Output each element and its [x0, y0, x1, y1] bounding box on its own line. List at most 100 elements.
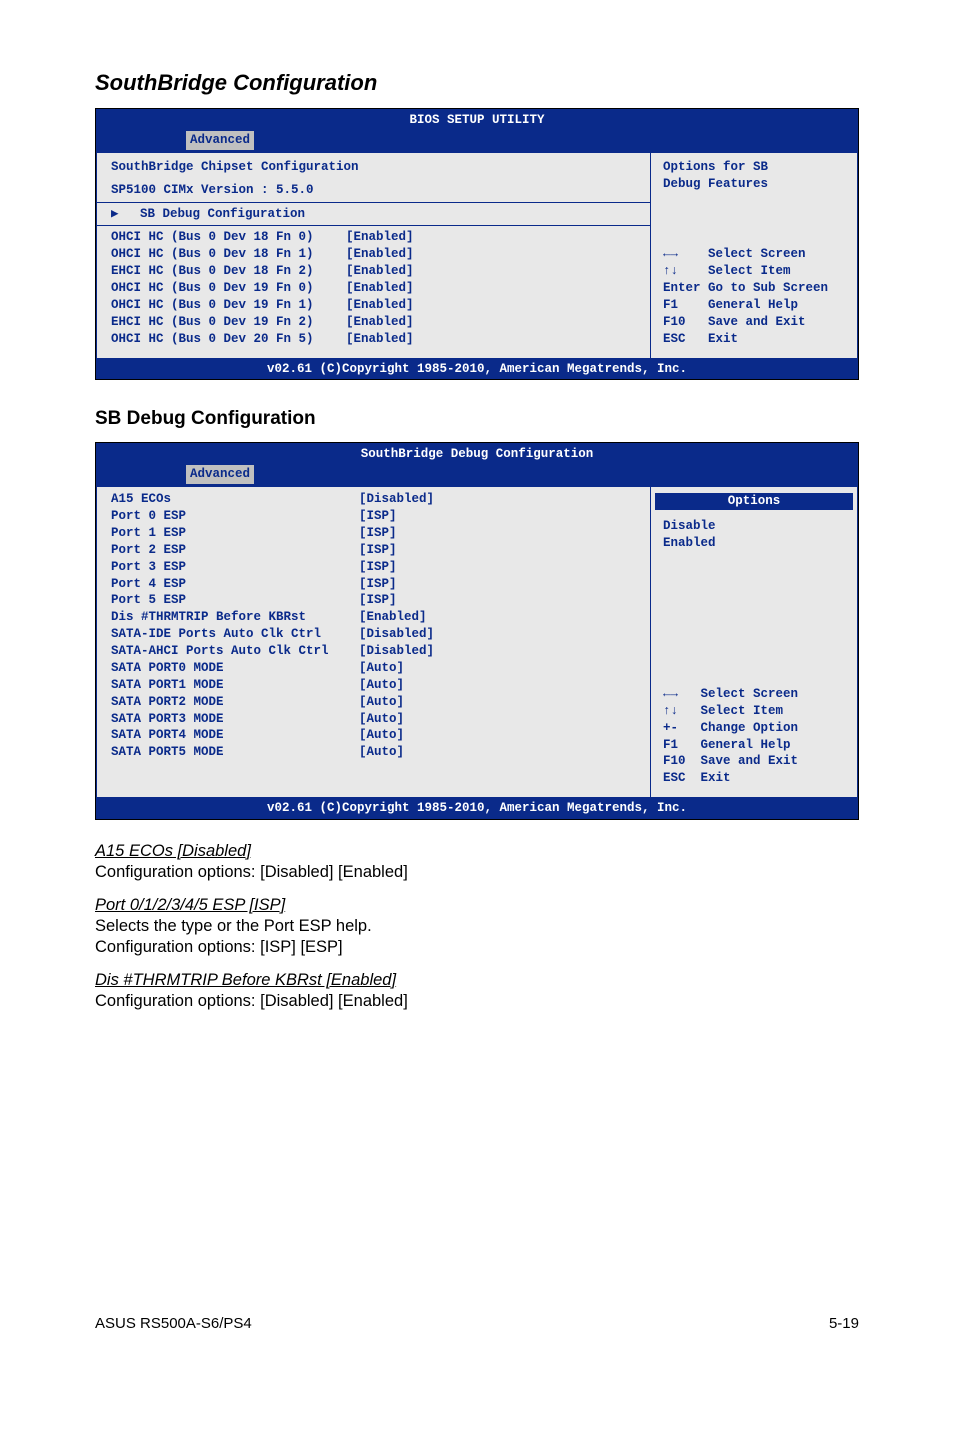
row-value: [ISP] — [359, 508, 397, 525]
row-value: [ISP] — [359, 525, 397, 542]
config-row[interactable]: OHCI HC (Bus 0 Dev 19 Fn 1)[Enabled] — [111, 297, 640, 314]
config-row[interactable]: OHCI HC (Bus 0 Dev 18 Fn 0)[Enabled] — [111, 229, 640, 246]
row-label: Dis #THRMTRIP Before KBRst — [111, 609, 359, 626]
row-value: [Enabled] — [359, 609, 427, 626]
row-label: Port 4 ESP — [111, 576, 359, 593]
config-row[interactable]: OHCI HC (Bus 0 Dev 18 Fn 1)[Enabled] — [111, 246, 640, 263]
config-row[interactable]: SATA PORT1 MODE[Auto] — [111, 677, 640, 694]
bios-title-text: SouthBridge Debug Configuration — [361, 447, 594, 461]
options-header: Options — [655, 493, 853, 510]
row-label: SATA-AHCI Ports Auto Clk Ctrl — [111, 643, 359, 660]
opt-line: Disable — [663, 518, 847, 535]
row-value: [Enabled] — [346, 314, 414, 331]
row-value: [ISP] — [359, 576, 397, 593]
row-label: EHCI HC (Bus 0 Dev 18 Fn 2) — [111, 263, 346, 280]
row-value: [Auto] — [359, 660, 404, 677]
config-row[interactable]: SATA PORT3 MODE[Auto] — [111, 711, 640, 728]
row-label: SATA-IDE Ports Auto Clk Ctrl — [111, 626, 359, 643]
row-value: [Auto] — [359, 694, 404, 711]
footer-left: ASUS RS500A-S6/PS4 — [95, 1315, 252, 1332]
bios-right-panel: Options for SB Debug Features ←→ Select … — [650, 152, 858, 359]
row-value: [Enabled] — [346, 229, 414, 246]
nav-line: ↑↓ Select Item — [663, 703, 847, 720]
nav-line: F1 General Help — [663, 297, 847, 314]
row-label: OHCI HC (Bus 0 Dev 19 Fn 0) — [111, 280, 346, 297]
row-value: [Auto] — [359, 727, 404, 744]
row-value: [Auto] — [359, 677, 404, 694]
row-value: [Enabled] — [346, 246, 414, 263]
row-value: [Enabled] — [346, 331, 414, 348]
row-label: Port 0 ESP — [111, 508, 359, 525]
row-label: Port 1 ESP — [111, 525, 359, 542]
config-row[interactable]: SATA PORT5 MODE[Auto] — [111, 744, 640, 761]
nav-line: +- Change Option — [663, 720, 847, 737]
config-row[interactable]: SATA-AHCI Ports Auto Clk Ctrl[Disabled] — [111, 643, 640, 660]
nav-line: F10 Save and Exit — [663, 314, 847, 331]
bios-tabbar: Advanced — [96, 465, 858, 486]
row-label: SATA PORT2 MODE — [111, 694, 359, 711]
row-label: Port 5 ESP — [111, 592, 359, 609]
body-text: A15 ECOs [Disabled] Configuration option… — [95, 842, 859, 1011]
row-value: [Disabled] — [359, 626, 434, 643]
config-row[interactable]: SATA-IDE Ports Auto Clk Ctrl[Disabled] — [111, 626, 640, 643]
opt-line: Debug Features — [663, 176, 847, 193]
bios-left-panel: A15 ECOs[Disabled]Port 0 ESP[ISP]Port 1 … — [96, 486, 650, 798]
row-value: [Enabled] — [346, 297, 414, 314]
row-value: [Enabled] — [346, 263, 414, 280]
bios-footer: v02.61 (C)Copyright 1985-2010, American … — [96, 359, 858, 380]
config-row[interactable]: Port 4 ESP[ISP] — [111, 576, 640, 593]
row-value: [Auto] — [359, 744, 404, 761]
row-label: SATA PORT5 MODE — [111, 744, 359, 761]
config-row[interactable]: SATA PORT2 MODE[Auto] — [111, 694, 640, 711]
row-label: OHCI HC (Bus 0 Dev 18 Fn 1) — [111, 246, 346, 263]
config-row[interactable]: Port 1 ESP[ISP] — [111, 525, 640, 542]
config-row[interactable]: SATA PORT4 MODE[Auto] — [111, 727, 640, 744]
row-label: A15 ECOs — [111, 491, 359, 508]
bios-title: BIOS SETUP UTILITY — [96, 109, 858, 131]
config-row[interactable]: OHCI HC (Bus 0 Dev 19 Fn 0)[Enabled] — [111, 280, 640, 297]
row-value: [ISP] — [359, 542, 397, 559]
config-row[interactable]: SATA PORT0 MODE[Auto] — [111, 660, 640, 677]
config-row[interactable]: EHCI HC (Bus 0 Dev 19 Fn 2)[Enabled] — [111, 314, 640, 331]
config-row[interactable]: EHCI HC (Bus 0 Dev 18 Fn 2)[Enabled] — [111, 263, 640, 280]
tab-advanced[interactable]: Advanced — [186, 131, 254, 150]
tab-advanced[interactable]: Advanced — [186, 465, 254, 484]
config-row[interactable]: Port 5 ESP[ISP] — [111, 592, 640, 609]
bios-left-panel: SouthBridge Chipset Configuration SP5100… — [96, 152, 650, 359]
config-row[interactable]: Dis #THRMTRIP Before KBRst[Enabled] — [111, 609, 640, 626]
row-label: SATA PORT3 MODE — [111, 711, 359, 728]
opt-line: Options for SB — [663, 159, 847, 176]
row-label: SATA PORT1 MODE — [111, 677, 359, 694]
nav-line: ←→ Select Screen — [663, 246, 847, 263]
para-title: Dis #THRMTRIP Before KBRst [Enabled] — [95, 971, 396, 989]
para-text: Configuration options: [Disabled] [Enabl… — [95, 992, 859, 1011]
footer-right: 5-19 — [829, 1315, 859, 1332]
row-value: [Auto] — [359, 711, 404, 728]
nav-line: ←→ Select Screen — [663, 686, 847, 703]
config-row[interactable]: A15 ECOs[Disabled] — [111, 491, 640, 508]
nav-line: F10 Save and Exit — [663, 753, 847, 770]
config-row[interactable]: Port 0 ESP[ISP] — [111, 508, 640, 525]
bios-tabbar: Advanced — [96, 131, 858, 152]
bios-right-panel: Options Disable Enabled ←→ Select Screen… — [650, 486, 858, 798]
sub-heading: SB Debug Configuration — [95, 408, 859, 430]
submenu-item[interactable]: ▶ SB Debug Configuration — [111, 206, 640, 223]
row-label: OHCI HC (Bus 0 Dev 20 Fn 5) — [111, 331, 346, 348]
row-label: Port 3 ESP — [111, 559, 359, 576]
nav-line: F1 General Help — [663, 737, 847, 754]
config-header: SouthBridge Chipset Configuration — [111, 159, 640, 176]
config-row[interactable]: Port 2 ESP[ISP] — [111, 542, 640, 559]
nav-line: ESC Exit — [663, 331, 847, 348]
page-footer: ASUS RS500A-S6/PS4 5-19 — [0, 1315, 954, 1362]
para-text: Selects the type or the Port ESP help. — [95, 917, 859, 936]
bios-screenshot-2: SouthBridge Debug Configuration Advanced… — [95, 442, 859, 820]
config-row[interactable]: OHCI HC (Bus 0 Dev 20 Fn 5)[Enabled] — [111, 331, 640, 348]
para-title: A15 ECOs [Disabled] — [95, 842, 251, 860]
para-text: Configuration options: [ISP] [ESP] — [95, 938, 859, 957]
config-row[interactable]: Port 3 ESP[ISP] — [111, 559, 640, 576]
row-label: EHCI HC (Bus 0 Dev 19 Fn 2) — [111, 314, 346, 331]
section-heading: SouthBridge Configuration — [95, 70, 859, 96]
bios-title: SouthBridge Debug Configuration — [96, 443, 858, 465]
para-title: Port 0/1/2/3/4/5 ESP [ISP] — [95, 896, 285, 914]
nav-line: Enter Go to Sub Screen — [663, 280, 847, 297]
